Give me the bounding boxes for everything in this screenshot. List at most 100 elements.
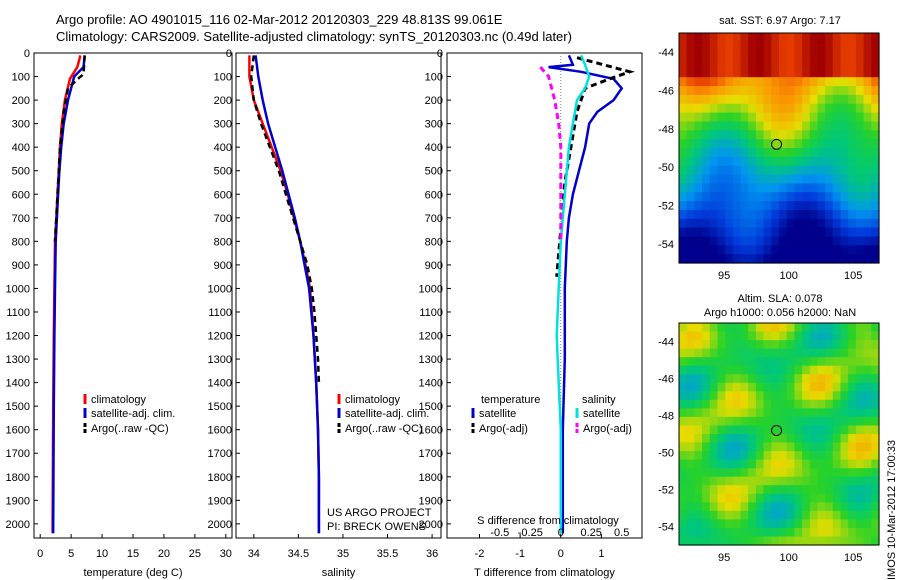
- map-4-cell: [817, 527, 826, 537]
- map-4-cell: [702, 323, 711, 333]
- map-3-cell: [794, 192, 803, 202]
- map-lat-tick-label: -46: [658, 374, 674, 386]
- map-4-cell: [771, 493, 780, 503]
- map-4-cell: [817, 502, 826, 512]
- map-3-cell: [848, 227, 857, 237]
- map-3-cell: [809, 121, 819, 131]
- map-3-cell: [694, 165, 703, 176]
- map-3-cell: [855, 41, 865, 52]
- map-4-cell: [848, 340, 857, 350]
- map-4-cell: [779, 365, 788, 375]
- map-3-cell: [748, 94, 757, 105]
- map-3-cell: [848, 165, 857, 176]
- y-tick-label: 1800: [208, 472, 232, 484]
- map-4-cell: [702, 425, 711, 435]
- y-tick-label: 300: [425, 119, 443, 131]
- map-3-cell: [832, 236, 842, 246]
- map-3-cell: [817, 59, 826, 69]
- map-4-cell: [802, 399, 811, 409]
- y-tick-label: 1300: [6, 354, 30, 366]
- map-4-cell: [825, 348, 834, 358]
- map-3-cell: [763, 103, 772, 114]
- map-lat-tick-label: -50: [658, 162, 674, 174]
- map-3-cell: [679, 130, 688, 140]
- map-4-cell: [740, 374, 749, 384]
- y-tick-label: 1900: [6, 495, 30, 507]
- y-tick-label: 2000: [208, 519, 232, 531]
- map-4-cell: [848, 442, 857, 452]
- diff-legend-temp-argo-label: Argo(-adj): [479, 423, 528, 435]
- map-4-cell: [863, 476, 872, 486]
- map-3-cell: [771, 218, 780, 229]
- map-3-cell: [732, 148, 742, 158]
- map-4-cell: [825, 519, 834, 529]
- map-4-cell: [786, 451, 795, 461]
- map-3-cell: [740, 192, 749, 202]
- map-3-cell: [686, 41, 695, 52]
- y-tick-label: 1000: [6, 283, 30, 295]
- map-4-cell: [771, 399, 780, 409]
- map-4-cell: [794, 391, 803, 401]
- map-3-cell: [740, 41, 749, 52]
- map-3-cell: [779, 218, 788, 229]
- map-4-cell: [725, 442, 734, 452]
- map-3-cell: [694, 209, 703, 220]
- map-4-cell: [763, 536, 772, 546]
- map-4-cell: [840, 382, 849, 392]
- map-4-cell: [732, 459, 742, 469]
- map-4-cell: [763, 425, 772, 435]
- map-3-cell: [825, 50, 834, 61]
- map-4-cell: [771, 391, 780, 401]
- map-3-cell: [686, 165, 695, 176]
- map-3-cell: [771, 103, 780, 114]
- map-4-cell: [786, 485, 795, 495]
- map-3-cell: [748, 50, 757, 61]
- map-3-cell: [863, 174, 872, 184]
- map-4-cell: [686, 442, 695, 452]
- map-4-cell: [740, 365, 749, 375]
- map-3-cell: [725, 201, 734, 211]
- map-4-cell: [863, 382, 872, 392]
- map-4-cell: [694, 399, 703, 409]
- map-4-cell: [825, 451, 834, 461]
- map-4-cell: [717, 382, 726, 392]
- map-3-cell: [817, 121, 826, 131]
- map-4-cell: [840, 510, 849, 520]
- map-4-cell: [732, 357, 742, 367]
- map-3-cell: [809, 218, 819, 229]
- map-4-cell: [794, 459, 803, 469]
- map-4-cell: [725, 468, 734, 478]
- y-tick-label: 1000: [208, 283, 232, 295]
- map-4-cell: [755, 340, 765, 350]
- map-3-cell: [771, 112, 780, 122]
- map-3-cell: [794, 68, 803, 78]
- map-4-cell: [786, 374, 795, 384]
- map-3-cell: [740, 68, 749, 78]
- map-3-cell: [771, 139, 780, 149]
- map-4-cell: [725, 323, 734, 333]
- map-4-cell: [748, 485, 757, 495]
- map-4-cell: [848, 451, 857, 461]
- map-3-cell: [771, 227, 780, 237]
- map-4-cell: [725, 459, 734, 469]
- map-4-cell: [732, 323, 742, 333]
- y-tick-label: 1400: [419, 378, 443, 390]
- map-4-cell: [717, 391, 726, 401]
- map-3-cell: [855, 165, 865, 176]
- map-3-cell: [779, 245, 788, 255]
- map-4-cell: [817, 510, 826, 520]
- map-4-cell: [679, 476, 688, 486]
- map-3-cell: [871, 156, 880, 167]
- map-3-cell: [748, 68, 757, 78]
- map-4-cell: [686, 408, 695, 418]
- map-4-cell: [717, 459, 726, 469]
- map-3-cell: [855, 59, 865, 69]
- map-4-cell: [871, 451, 880, 461]
- map-4-cell: [848, 425, 857, 435]
- map-3-cell: [717, 218, 726, 229]
- map-3-cell: [817, 86, 826, 96]
- map-4-cell: [725, 510, 734, 520]
- map-4-cell: [817, 323, 826, 333]
- map-4-cell: [763, 348, 772, 358]
- map-4-cell: [763, 451, 772, 461]
